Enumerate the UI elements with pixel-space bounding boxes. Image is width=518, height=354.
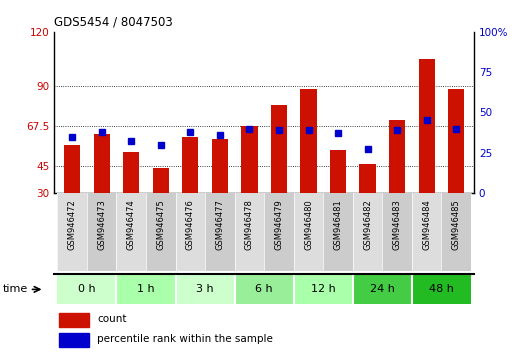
Bar [205,193,235,271]
Bar [389,120,405,193]
Bar [419,59,435,193]
Text: 0 h: 0 h [78,284,96,295]
Bar [87,193,117,271]
Text: 3 h: 3 h [196,284,214,295]
Text: GSM946478: GSM946478 [245,199,254,250]
Text: GSM946476: GSM946476 [186,199,195,250]
Text: GSM946479: GSM946479 [275,199,283,250]
Bar [176,274,235,304]
Text: GSM946483: GSM946483 [393,199,401,250]
Text: count: count [97,314,127,324]
Text: GSM946477: GSM946477 [215,199,224,250]
Bar [94,134,110,193]
Bar [353,193,382,271]
Text: GDS5454 / 8047503: GDS5454 / 8047503 [54,15,173,28]
Text: 48 h: 48 h [429,284,454,295]
Bar [271,105,287,193]
Bar [64,144,80,193]
Bar [330,150,346,193]
Text: GSM946474: GSM946474 [127,199,136,250]
Bar [117,193,146,271]
Text: 12 h: 12 h [311,284,336,295]
Bar [353,274,412,304]
Bar [235,193,264,271]
Text: GSM946480: GSM946480 [304,199,313,250]
Bar [153,168,169,193]
Bar [182,137,198,193]
Text: 6 h: 6 h [255,284,273,295]
Bar [382,193,412,271]
Text: GSM946485: GSM946485 [452,199,461,250]
Bar [176,193,205,271]
Bar [235,274,294,304]
Bar [241,126,257,193]
Bar [359,164,376,193]
Text: percentile rank within the sample: percentile rank within the sample [97,334,273,344]
Text: GSM946482: GSM946482 [363,199,372,250]
Text: GSM946481: GSM946481 [334,199,342,250]
Bar [294,193,323,271]
Bar [123,152,139,193]
Bar [57,274,117,304]
Bar [59,313,89,327]
Bar [300,89,316,193]
Bar [412,274,471,304]
Bar [412,193,441,271]
Text: GSM946473: GSM946473 [97,199,106,250]
Bar [294,274,353,304]
Bar [441,193,471,271]
Bar [212,139,228,193]
Text: 24 h: 24 h [370,284,395,295]
Bar [323,193,353,271]
Bar [59,333,89,347]
Text: GSM946475: GSM946475 [156,199,165,250]
Text: 1 h: 1 h [137,284,155,295]
Text: GSM946484: GSM946484 [422,199,431,250]
Bar [117,274,176,304]
Bar [448,89,464,193]
Text: GSM946472: GSM946472 [68,199,77,250]
Bar [57,193,87,271]
Text: time: time [3,284,28,295]
Bar [146,193,176,271]
Bar [264,193,294,271]
